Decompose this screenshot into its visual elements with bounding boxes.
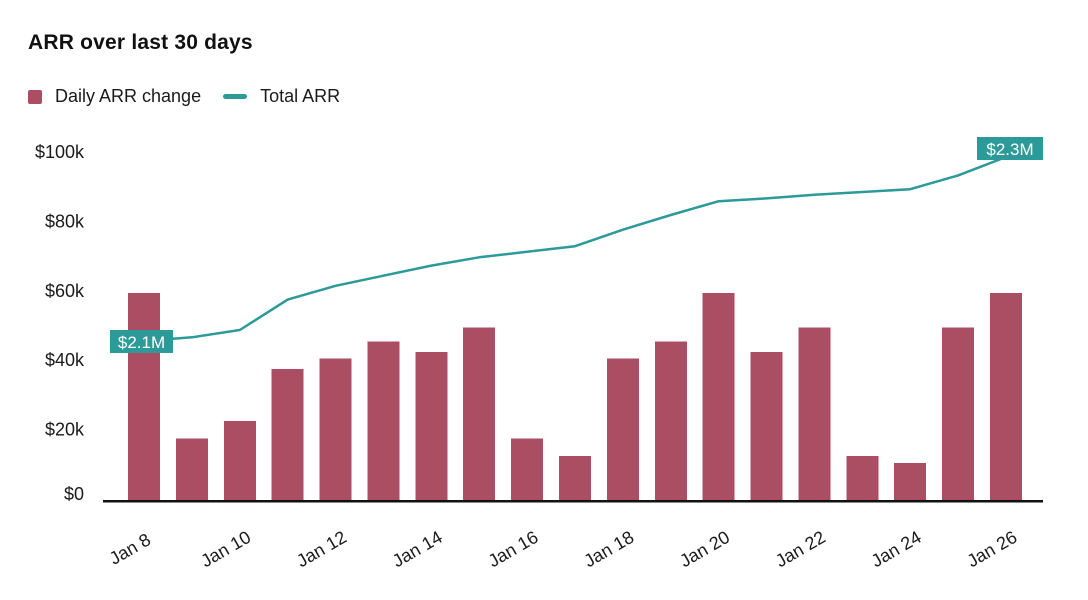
- x-axis-tick-label: Jan 8: [106, 529, 154, 568]
- x-axis-tick-label: Jan 16: [485, 527, 542, 571]
- x-axis-tick-label: Jan 12: [293, 527, 350, 571]
- daily-arr-bar-jan-22: [798, 327, 831, 501]
- bar-series-swatch-icon: [28, 89, 42, 104]
- daily-arr-bar-jan-10: [223, 421, 256, 501]
- daily-arr-bar-jan-19: [654, 341, 687, 501]
- x-axis-tick-label: Jan 24: [868, 527, 925, 571]
- legend-item-daily-arr-change: Daily ARR change: [28, 86, 201, 107]
- y-axis-tick-label: $60k: [45, 281, 85, 301]
- daily-arr-bar-jan-16: [511, 438, 544, 501]
- daily-arr-bar-jan-15: [463, 327, 496, 501]
- x-axis-tick-label: Jan 14: [389, 527, 446, 571]
- y-axis-tick-label: $80k: [45, 211, 85, 231]
- daily-arr-bar-jan-24: [894, 462, 927, 501]
- x-axis-tick-label: Jan 18: [580, 527, 637, 571]
- chart-title: ARR over last 30 days: [28, 31, 253, 54]
- legend-label-total-arr: Total ARR: [260, 86, 341, 106]
- daily-arr-bar-jan-25: [942, 327, 975, 501]
- x-axis-tick-label: Jan 26: [964, 527, 1021, 571]
- daily-arr-bar-jan-20: [702, 292, 735, 501]
- y-axis-tick-label: $100k: [35, 142, 85, 162]
- y-axis-tick-label: $40k: [45, 350, 85, 370]
- x-axis-tick-label: Jan 10: [197, 527, 254, 571]
- daily-arr-bar-jan-9: [175, 438, 208, 501]
- daily-arr-bar-jan-8: [128, 292, 160, 501]
- daily-arr-bar-jan-13: [367, 341, 400, 501]
- chart-legend: Daily ARR change Total ARR: [28, 86, 340, 107]
- daily-arr-bar-jan-21: [750, 351, 783, 501]
- x-axis-line: [103, 499, 1043, 503]
- total-arr-end-badge-label: $2.3M: [986, 140, 1033, 159]
- total-arr-start-badge: [110, 330, 173, 353]
- x-axis-tick-label: Jan 22: [772, 527, 829, 571]
- daily-arr-bar-jan-11: [271, 369, 304, 501]
- line-series-swatch-icon: [223, 94, 248, 99]
- daily-arr-bar-jan-12: [319, 358, 352, 501]
- y-axis-tick-label: $0: [64, 484, 84, 504]
- legend-item-total-arr: Total ARR: [223, 86, 340, 107]
- total-arr-line: [143, 155, 1007, 343]
- daily-arr-bar-jan-23: [846, 455, 879, 501]
- legend-label-daily-arr-change: Daily ARR change: [55, 86, 202, 106]
- total-arr-start-badge-label: $2.1M: [118, 333, 165, 352]
- total-arr-end-badge: [977, 137, 1043, 160]
- daily-arr-bar-jan-18: [606, 358, 639, 501]
- daily-arr-bar-jan-17: [559, 455, 591, 501]
- y-axis-tick-label: $20k: [45, 420, 85, 440]
- daily-arr-bar-jan-26: [990, 292, 1022, 501]
- daily-arr-bar-jan-14: [415, 351, 448, 501]
- x-axis-tick-label: Jan 20: [676, 527, 733, 571]
